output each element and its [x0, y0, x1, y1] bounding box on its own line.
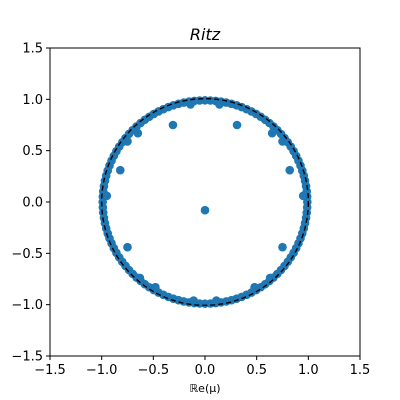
data-point [278, 137, 287, 146]
plot-area [98, 96, 312, 308]
data-point [151, 282, 160, 292]
y-tick-label: −0.5 [11, 247, 43, 262]
y-tick-label: 0.5 [22, 144, 43, 159]
x-tick-label: 0.0 [195, 363, 216, 378]
ring-data-point [302, 203, 312, 212]
data-point [285, 165, 295, 175]
unit-circle-reference [100, 97, 310, 307]
data-point [200, 205, 210, 215]
data-point [123, 137, 132, 146]
chart-title: Ritz [190, 25, 221, 44]
data-point [278, 242, 287, 252]
x-tick-label: −1.5 [34, 363, 66, 378]
x-tick-label: 1.5 [350, 363, 371, 378]
y-axis: −1.5 −1.0 −0.5 0.0 0.5 1.0 1.5 [11, 42, 50, 365]
x-tick-label: 0.5 [246, 363, 267, 378]
data-point [250, 282, 259, 292]
data-point [189, 296, 198, 305]
y-tick-label: 1.0 [22, 93, 43, 108]
data-point [135, 273, 145, 283]
data-point [267, 128, 277, 138]
data-point [123, 242, 132, 252]
points-layer [98, 96, 312, 308]
data-point [212, 296, 221, 305]
data-point [265, 273, 275, 283]
data-point [215, 100, 224, 109]
x-tick-label: −0.5 [138, 363, 170, 378]
data-point [115, 165, 125, 175]
x-axis: −1.5 −1.0 −0.5 0.0 0.5 1.0 1.5 [34, 356, 370, 378]
x-axis-label: ℝe(μ) [189, 382, 220, 395]
data-point [186, 100, 195, 109]
y-tick-label: 0.0 [22, 196, 43, 211]
y-tick-label: 1.5 [22, 42, 43, 57]
x-tick-label: 1.0 [298, 363, 319, 378]
x-tick-label: −1.0 [86, 363, 118, 378]
data-point [102, 191, 112, 201]
data-point [168, 120, 178, 130]
data-point [133, 128, 143, 138]
y-tick-label: −1.0 [11, 298, 43, 313]
data-point [298, 191, 308, 201]
data-point [232, 120, 242, 130]
y-tick-label: −1.5 [11, 350, 43, 365]
